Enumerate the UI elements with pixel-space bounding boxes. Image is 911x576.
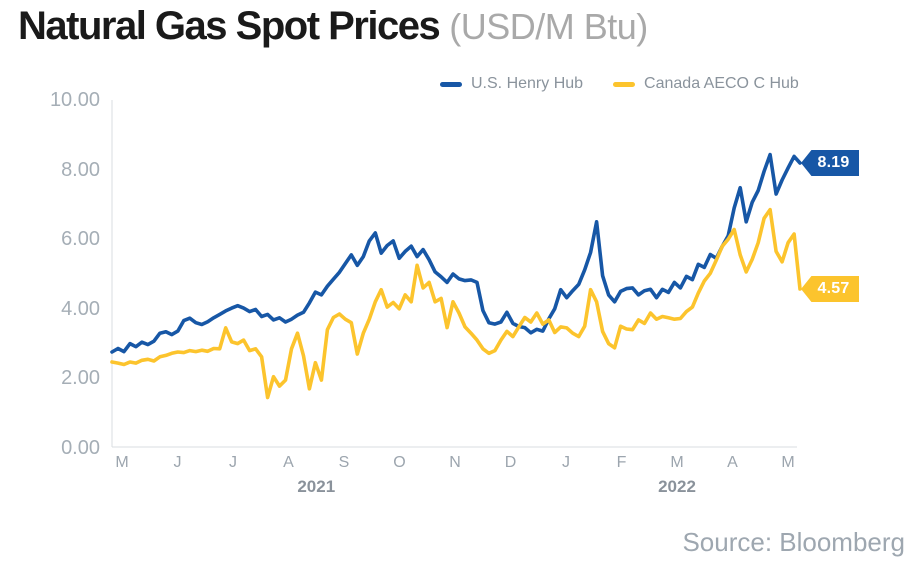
- legend-item-henry-hub: U.S. Henry Hub: [440, 75, 583, 93]
- y-tick-label: 10.00: [49, 89, 100, 111]
- x-tick-label: A: [283, 454, 294, 471]
- y-tick-label: 0.00: [61, 437, 100, 459]
- legend-swatch-henry-hub: [440, 81, 462, 87]
- x-tick-label: M: [781, 454, 795, 471]
- page-title: Natural Gas Spot Prices (USD/M Btu): [18, 4, 648, 49]
- x-axis-year-label: 2021: [297, 477, 336, 496]
- x-tick-label: M: [670, 454, 684, 471]
- x-tick-label: J: [562, 454, 570, 471]
- legend-label-henry-hub: U.S. Henry Hub: [471, 75, 584, 92]
- aeco-hub-line: [110, 207, 802, 400]
- x-tick-label: J: [229, 454, 237, 471]
- y-tick-label: 8.00: [61, 158, 100, 181]
- x-tick-label: F: [616, 454, 627, 471]
- x-tick-label: J: [173, 454, 182, 471]
- aeco-hub-end-badge: 4.57: [801, 275, 859, 302]
- henry-hub-line: [110, 152, 802, 354]
- chart-title: Natural Gas Spot Prices: [18, 4, 441, 48]
- x-axis-year-label: 2022: [658, 477, 696, 496]
- x-tick-label: N: [449, 454, 461, 471]
- x-tick-label: O: [393, 454, 406, 471]
- source-credit: Source: Bloomberg: [682, 527, 905, 557]
- y-tick-label: 4.00: [61, 297, 100, 320]
- x-tick-label: S: [338, 454, 350, 471]
- chart-title-unit: (USD/M Btu): [449, 6, 648, 47]
- legend-swatch-aeco-hub: [613, 81, 636, 87]
- y-tick-label: 2.00: [61, 367, 100, 390]
- y-tick-label: 6.00: [61, 228, 100, 251]
- x-tick-label: A: [727, 454, 738, 471]
- x-tick-label: D: [504, 454, 517, 471]
- legend-item-aeco-hub: Canada AECO C Hub: [613, 75, 799, 93]
- legend: U.S. Henry Hub Canada AECO C Hub: [440, 75, 799, 93]
- legend-label-aeco-hub: Canada AECO C Hub: [644, 75, 799, 92]
- henry-hub-end-badge: 8.19: [801, 149, 859, 176]
- x-tick-label: M: [115, 454, 129, 471]
